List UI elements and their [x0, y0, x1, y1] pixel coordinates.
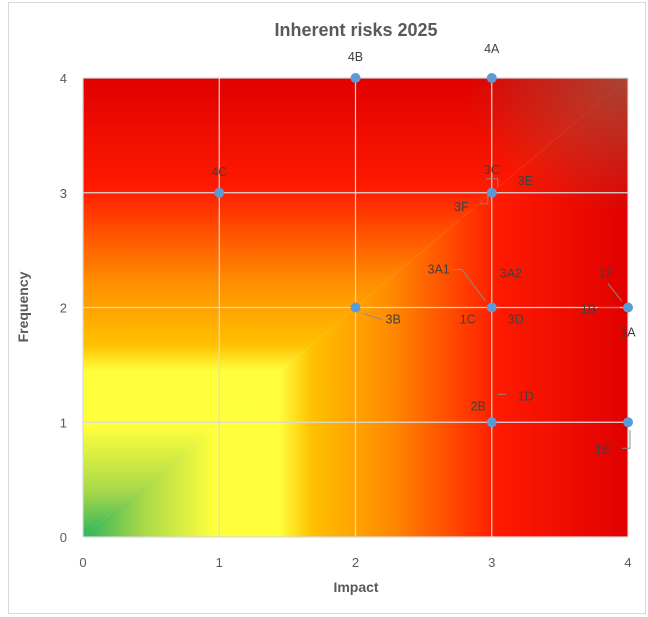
point-label-1b: 1B [581, 303, 596, 317]
point-label-4a: 4A [484, 42, 500, 56]
y-tick-label: 2 [60, 301, 67, 316]
point-label-2b: 2B [470, 399, 485, 413]
point-label-4c: 4C [211, 165, 227, 179]
point-marker-4b [350, 73, 361, 83]
point-label-1e: 1E [595, 442, 610, 456]
leader-line-3b [363, 313, 382, 320]
x-axis-ticks: 0 1 2 3 4 [79, 555, 631, 570]
chart-title: Inherent risks 2025 [274, 20, 437, 40]
point-marker-4c [214, 187, 225, 198]
y-tick-label: 4 [60, 71, 67, 86]
point-label-1c: 1C [460, 313, 476, 327]
point-label-3d: 3D [508, 313, 524, 327]
point-marker-3b [350, 302, 361, 313]
y-tick-label: 1 [60, 415, 67, 430]
point-label-4b: 4B [348, 50, 363, 64]
x-tick-label: 1 [216, 555, 223, 570]
x-tick-label: 2 [352, 555, 359, 570]
point-marker-1e [623, 417, 633, 428]
point-marker-3c [486, 187, 497, 198]
y-axis-ticks: 0 1 2 3 4 [60, 71, 67, 545]
x-tick-label: 3 [488, 555, 495, 570]
point-marker-4a [486, 73, 497, 83]
leader-line-3a1 [451, 269, 487, 302]
point-marker-1f [623, 302, 633, 313]
leader-line-1e [622, 430, 631, 449]
leader-line-3c [485, 178, 499, 187]
point-marker-3a1 [486, 302, 497, 313]
x-axis-title: Impact [333, 579, 378, 595]
point-label-1f: 1F [599, 267, 614, 281]
data-labels: 4A 4B 4C 3C 3E 3F 3A1 3A2 1C 3D 3B 1F 1B 1A 2B 1D 1E [211, 42, 636, 456]
x-tick-label: 4 [624, 555, 631, 570]
y-axis-title: Frequency [15, 271, 31, 342]
point-label-3f: 3F [454, 200, 469, 214]
y-tick-label: 3 [60, 186, 67, 201]
point-marker-2b [486, 417, 497, 428]
point-label-3e: 3E [518, 174, 533, 188]
point-label-1d: 1D [518, 389, 534, 403]
point-label-3a1: 3A1 [428, 263, 450, 277]
point-label-3b: 3B [386, 313, 401, 327]
point-label-3a2: 3A2 [500, 267, 522, 281]
leader-line-1f [607, 283, 623, 302]
x-tick-label: 0 [79, 555, 86, 570]
label-leader-lines [363, 178, 631, 449]
y-tick-label: 0 [60, 530, 67, 545]
leader-line-3f [479, 194, 489, 205]
point-label-3c: 3C [484, 163, 500, 177]
point-label-1a: 1A [620, 326, 636, 340]
data-points [214, 73, 633, 428]
